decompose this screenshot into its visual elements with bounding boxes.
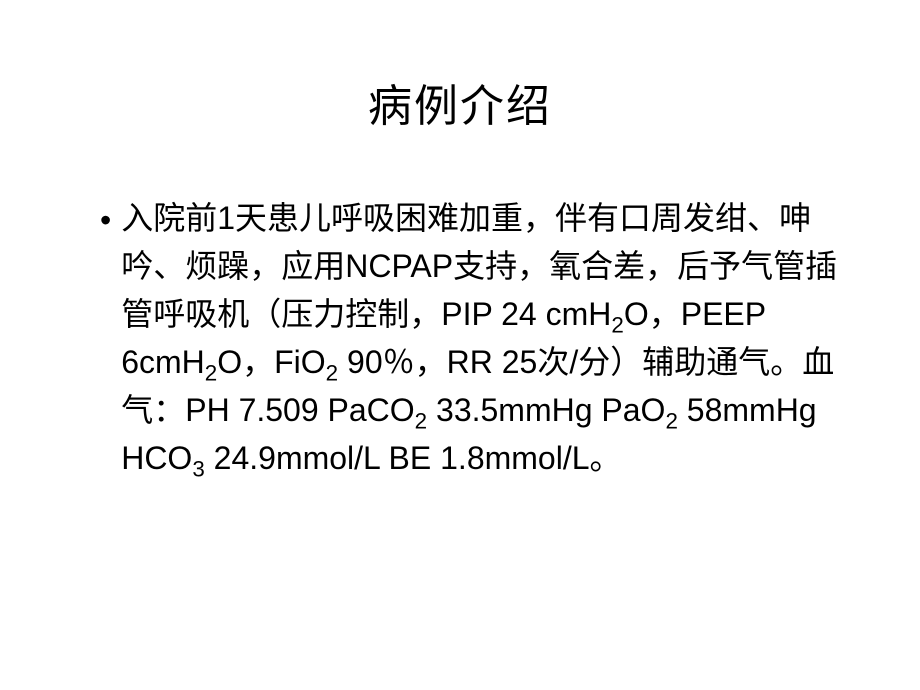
slide: 病例介绍 • 入院前1天患儿呼吸困难加重，伴有口周发绀、呻吟、烦躁，应用NCPA… — [0, 0, 920, 690]
slide-body: • 入院前1天患儿呼吸困难加重，伴有口周发绀、呻吟、烦躁，应用NCPAP支持，氧… — [70, 194, 850, 482]
bullet-item: • 入院前1天患儿呼吸困难加重，伴有口周发绀、呻吟、烦躁，应用NCPAP支持，氧… — [100, 194, 850, 482]
slide-title: 病例介绍 — [70, 70, 850, 134]
bullet-marker: • — [100, 194, 111, 244]
slide-body-text: 入院前1天患儿呼吸困难加重，伴有口周发绀、呻吟、烦躁，应用NCPAP支持，氧合差… — [121, 194, 850, 482]
